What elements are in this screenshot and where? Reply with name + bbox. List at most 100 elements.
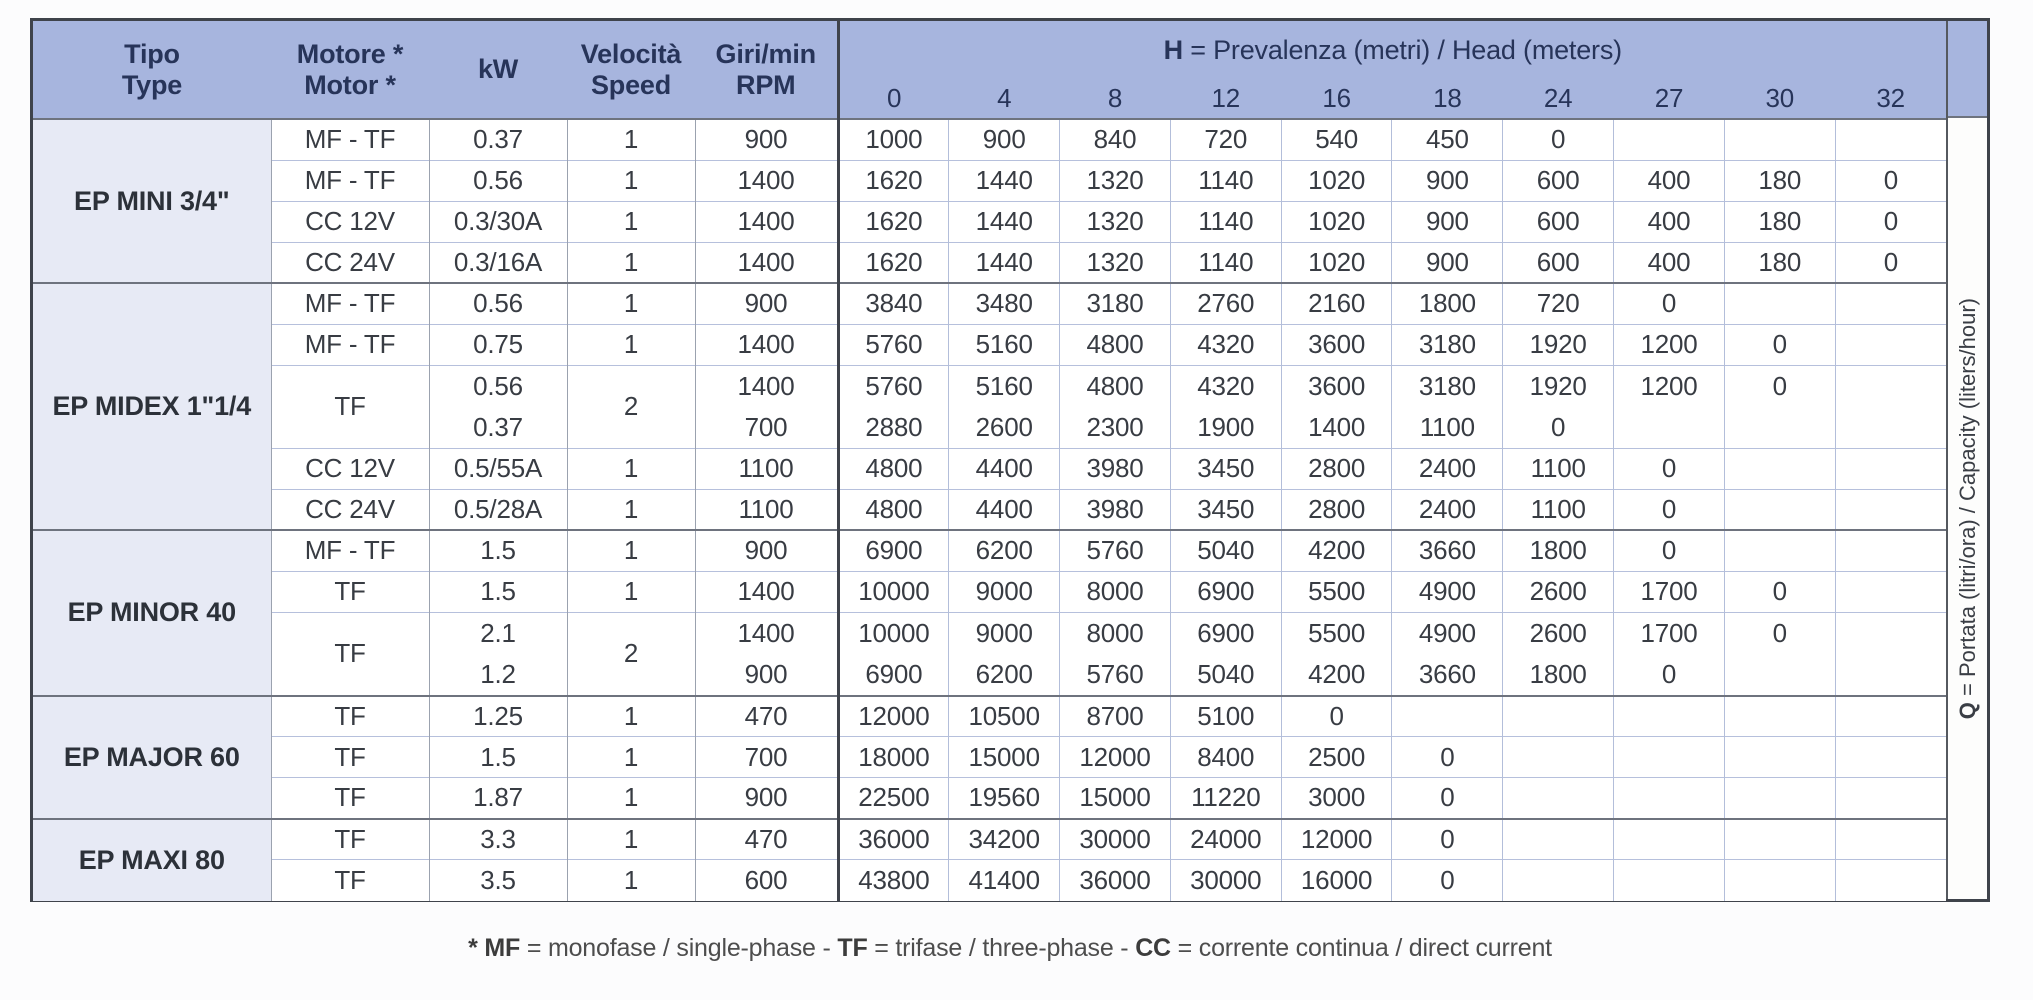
text-segment: H [1163,34,1184,65]
cell-kw: 0.3/30A [428,200,567,242]
cell-head-value [1834,777,1947,819]
cell-head-value: 600 [1502,159,1614,201]
header-rpm-line1: Giri/min [715,38,817,69]
cell-head-value: 1620 [836,159,949,201]
cell-line: 1700 [1640,617,1698,648]
cell-head-value: 0 [1391,777,1503,819]
cell-rpm: 900 [694,529,838,571]
text-segment: = monofase / single-phase - [520,934,838,962]
cell-line: 0 [1551,411,1566,442]
cell-head-value: 36000 [1059,859,1171,901]
table-row: TF 1.87 1 900 22500 19560 15000 11220 3000 0 [33,777,1947,819]
cell-head-value: 2760 [1169,282,1282,324]
cell-head-value: 4800 2300 [1059,364,1171,448]
cell-head-value: 0 [1723,323,1836,365]
cell-rpm: 1100 [694,488,838,530]
cell-head-value [1613,118,1725,160]
cell-head-value: 3480 [948,282,1060,324]
cell-rpm: 1400 700 [694,364,838,448]
cell-line: 1200 [1640,370,1698,401]
cell-head-value: 4900 3660 [1391,611,1503,696]
head-values-row: 0 4 8 12 16 18 24 27 30 32 [33,79,1947,120]
cell-speed: 1 [566,529,695,571]
cell-head-value [1723,694,1836,737]
head-value-12: 12 [1170,79,1282,120]
cell-head-value: 3600 [1280,323,1392,365]
cell-line: 0 [1772,617,1787,648]
cell-speed: 1 [566,200,695,242]
cell-head-value [1834,817,1947,860]
cell-head-value: 2400 [1391,488,1503,530]
cell-line: 1400 [737,370,795,401]
cell-head-value: 900 [1391,241,1503,283]
head-value-4: 4 [948,79,1060,120]
cell-head-value: 0 [1834,200,1947,242]
cell-speed: 1 [566,118,695,160]
table-body: EP MINI 3/4" MF - TF 0.37 1 900 1000 900 840 720… [33,118,1947,901]
text-segment: * MF [468,934,521,962]
cell-head-value: 10000 [836,570,949,612]
cell-head-value: 10500 [948,694,1060,737]
cell-head-value [1834,694,1947,737]
cell-head-value [1391,694,1503,737]
cell-rpm: 1400 [694,323,838,365]
cell-head-value [1723,817,1836,860]
cell-motor: CC 24V [270,241,429,283]
cell-kw: 0.75 [428,323,567,365]
head-value-8: 8 [1059,79,1171,120]
table-row: TF 1.5 1 1400 10000 9000 8000 6900 5500 4900 2600 1… [33,570,1947,612]
cell-head-value: 600 [1502,200,1614,242]
table-row: EP MAXI 80 TF 3.3 1 470 36000 34200 30000 24000 1… [33,817,1947,901]
text-segment: = Prevalenza (metri) / Head (meters) [1182,34,1622,65]
cell-head-value: 720 [1169,118,1282,160]
cell-head-value [1723,118,1836,160]
header-motor-line2: Motor * [304,69,396,100]
cell-head-value: 12000 [1280,817,1392,860]
cell-head-value: 16000 [1280,859,1392,901]
cell-line: 1920 [1529,370,1587,401]
cell-head-value: 34200 [948,817,1060,860]
cell-head-value: 22500 [836,777,949,819]
cell-motor: CC 12V [270,447,429,489]
cell-head-value: 0 [1613,488,1725,530]
cell-head-value: 0 [1834,241,1947,283]
cell-line [1836,407,1946,448]
cell-head-value: 1020 [1280,200,1392,242]
cell-head-value: 4320 1900 [1169,364,1282,448]
cell-rpm: 1400 [694,241,838,283]
cell-head-value: 3180 1100 [1391,364,1503,448]
cell-head-value: 6200 [948,529,1060,571]
pump-performance-table: Tipo Type Motore * Motor * kW Velocità S… [30,18,1990,902]
cell-line: 4200 [1308,658,1366,689]
cell-head-value: 900 [1391,200,1503,242]
cell-head-value: 4400 [948,447,1060,489]
cell-head-value: 3450 [1169,447,1282,489]
cell-motor: TF [270,777,429,819]
cell-line: 700 [744,411,788,442]
cell-head-value: 30000 [1059,817,1171,860]
cell-line: 3180 [1418,370,1476,401]
cell-rpm: 1400 [694,159,838,201]
cell-head-value: 5760 [1059,529,1171,571]
text-segment: CC [1135,934,1171,962]
header-type-line1: Tipo [124,38,180,69]
cell-speed: 1 [566,159,695,201]
cell-head-value: 3840 [836,282,949,324]
cell-head-value: 1020 [1280,241,1392,283]
cell-motor: MF - TF [270,323,429,365]
cell-line: 4320 [1197,370,1255,401]
cell-line: 6900 [865,658,923,689]
text-segment: Q [1954,701,1980,720]
text-segment: TF [837,934,868,962]
cell-head-value: 15000 [1059,777,1171,819]
cell-kw: 0.56 0.37 [428,364,567,448]
cell-speed: 1 [566,447,695,489]
cell-speed: 1 [566,736,695,778]
table-row: CC 12V 0.5/55A 1 1100 4800 4400 3980 3450 2800 24… [33,447,1947,489]
cell-kw: 0.5/28A [428,488,567,530]
cell-line: 900 [744,658,788,689]
cell-rpm: 600 [694,859,838,901]
cell-head-value: 180 [1723,159,1836,201]
cell-line: 2600 [1529,617,1587,648]
cell-head-value: 6900 [1169,570,1282,612]
